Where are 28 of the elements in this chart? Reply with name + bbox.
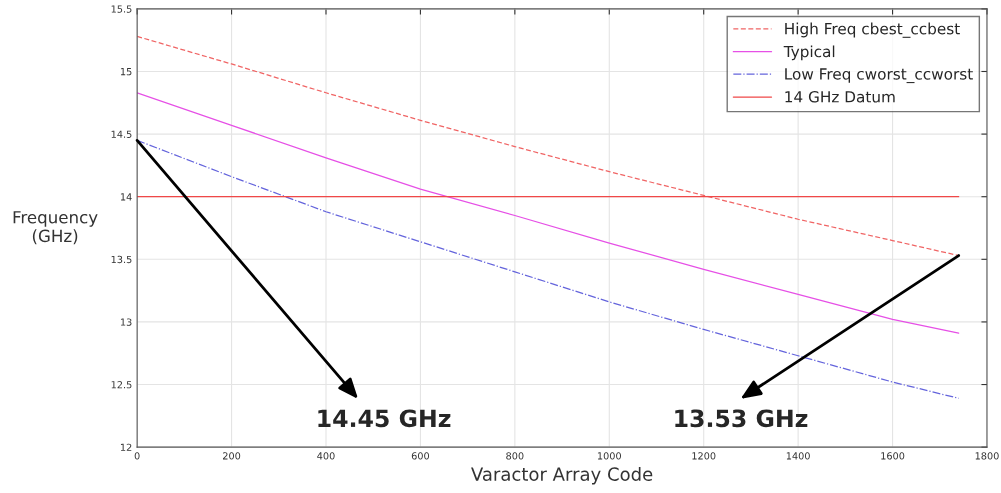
y-tick-label: 14.5 (111, 130, 132, 138)
x-tick-label: 1200 (692, 452, 716, 460)
legend-label: High Freq cbest_ccbest (785, 22, 960, 38)
annotation: 14.45 GHz (318, 409, 451, 428)
legend-label: Low Freq cworst_ccworst (785, 68, 973, 84)
x-tick-label: 200 (223, 452, 241, 460)
legend-label: 14 GHz Datum (785, 91, 895, 103)
annotation: 13.53 GHz (675, 409, 808, 428)
x-tick-label: 400 (317, 452, 335, 460)
x-axis-title: Varactor Array Code (471, 466, 653, 485)
x-tick-label: 1800 (975, 452, 999, 460)
x-tick-label: 1400 (786, 452, 810, 460)
x-tick-label: 0 (134, 452, 140, 460)
x-tick-label: 800 (506, 452, 524, 460)
legend-label: Typical (783, 45, 835, 61)
line-series (137, 92, 960, 334)
line-series (137, 139, 960, 399)
y-tick-label: 12 (120, 443, 132, 451)
y-tick-label: 13 (120, 318, 132, 326)
x-tick-label: 1000 (597, 452, 621, 460)
y-tick-label: 15 (120, 68, 132, 76)
y-tick-label: 14 (120, 193, 132, 201)
x-tick-label: 1600 (881, 452, 905, 460)
y-axis-title: Frequency (GHz) (13, 211, 98, 245)
y-tick-label: 12.5 (111, 381, 132, 389)
x-tick-label: 600 (411, 452, 430, 460)
y-tick-label: 15.5 (111, 5, 132, 13)
y-tick-label: 13.5 (111, 255, 132, 264)
